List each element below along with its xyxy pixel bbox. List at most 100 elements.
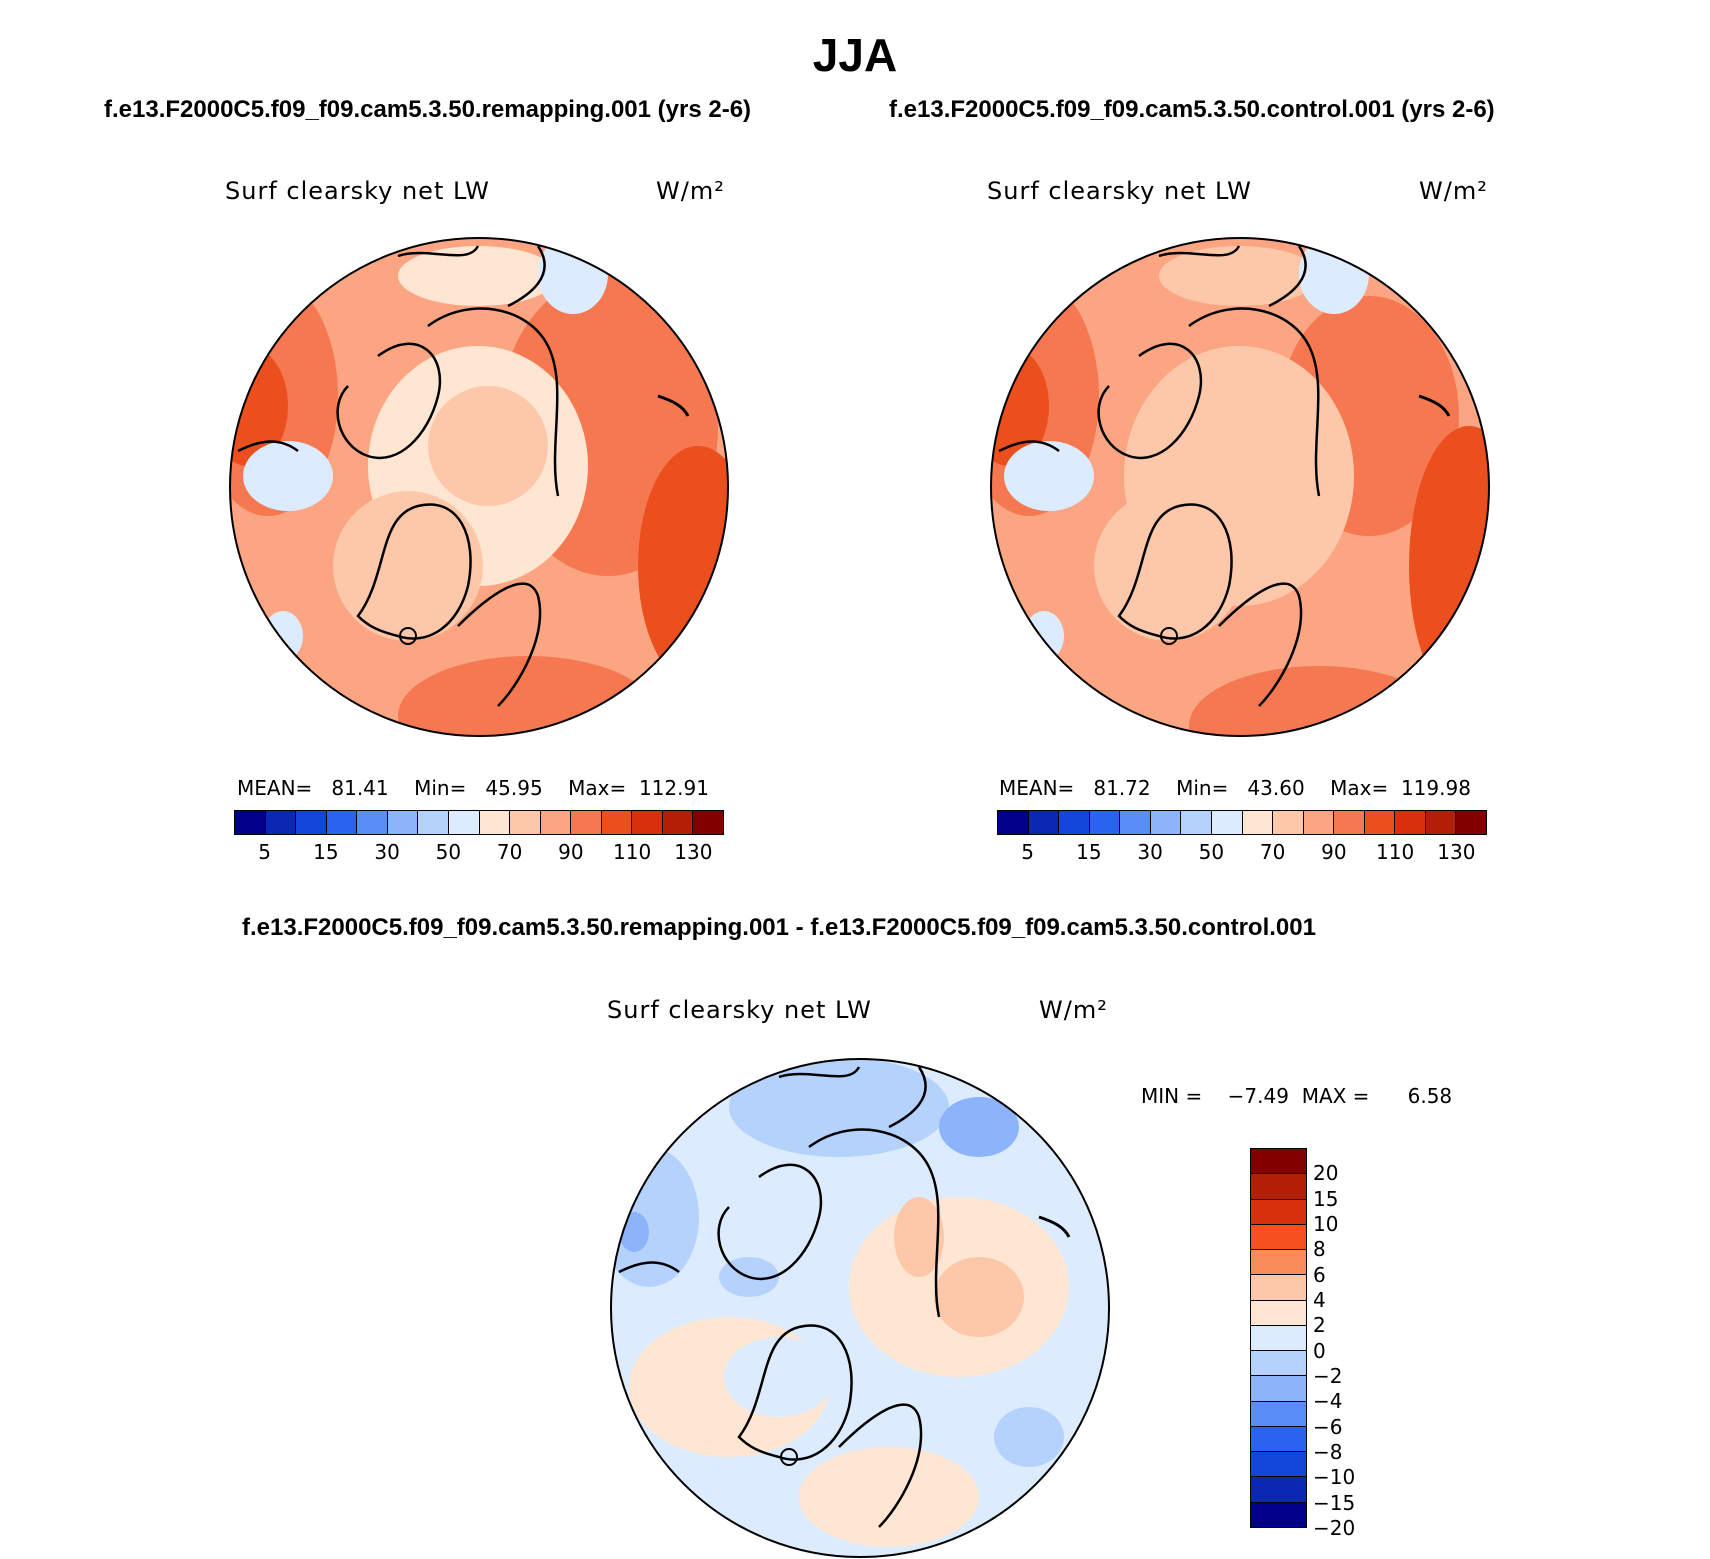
colorbar-tick-label: 90 xyxy=(1321,840,1347,864)
colorbar-tick-label: −15 xyxy=(1313,1490,1356,1515)
colorbar-tick-label: 15 xyxy=(1076,840,1102,864)
colorbar-swatch xyxy=(265,811,297,834)
right-min-label: Min= xyxy=(1176,776,1229,800)
colorbar-swatch xyxy=(1303,811,1335,834)
colorbar-tick-label: 30 xyxy=(1137,840,1163,864)
colorbar-swatch xyxy=(571,811,602,834)
left-min-label: Min= xyxy=(414,776,467,800)
diff-case-title: f.e13.F2000C5.f09_f09.cam5.3.50.remappin… xyxy=(242,914,1316,941)
colorbar-swatch xyxy=(1425,811,1457,834)
colorbar-swatch xyxy=(693,811,723,834)
season-title: JJA xyxy=(812,29,898,81)
left-max-value: 112.91 xyxy=(638,776,709,800)
diff-max-label: MAX = xyxy=(1301,1084,1370,1108)
colorbar-swatch xyxy=(1251,1502,1306,1527)
colorbar-swatch xyxy=(296,811,327,834)
colorbar-swatch xyxy=(1251,1351,1306,1377)
colorbar-tick-label: 130 xyxy=(1437,840,1476,864)
colorbar-tick-label: 4 xyxy=(1313,1288,1326,1312)
diff-min-value: −7.49 xyxy=(1227,1084,1289,1108)
colorbar-swatch xyxy=(1251,1250,1306,1276)
colorbar-swatch xyxy=(387,811,419,834)
right-colorbar xyxy=(997,810,1487,835)
colorbar-swatch xyxy=(326,811,358,834)
colorbar-tick-label: 50 xyxy=(435,840,462,864)
colorbar-tick-label: −4 xyxy=(1313,1389,1343,1414)
colorbar-tick-label: 10 xyxy=(1313,1212,1339,1236)
colorbar-swatch xyxy=(448,811,480,834)
colorbar-tick-label: 15 xyxy=(313,840,339,864)
colorbar-swatch xyxy=(1251,1477,1306,1503)
diff-max-value: 6.58 xyxy=(1407,1084,1453,1108)
colorbar-swatch xyxy=(1251,1376,1306,1402)
colorbar-swatch xyxy=(1089,811,1121,834)
colorbar-swatch xyxy=(1242,811,1274,834)
colorbar-swatch xyxy=(1251,1325,1306,1352)
colorbar-swatch xyxy=(632,811,663,834)
colorbar-swatch xyxy=(662,811,694,834)
diff-units-label: W/m² xyxy=(1039,996,1108,1024)
colorbar-tick-label: 6 xyxy=(1313,1262,1326,1287)
colorbar-swatch xyxy=(998,811,1029,834)
left-stats: MEAN= 81.41 Min= 45.95 Max= 112.91 xyxy=(237,776,709,800)
colorbar-tick-label: 5 xyxy=(258,840,271,864)
colorbar-tick-label: 110 xyxy=(613,840,652,864)
left-case-title: f.e13.F2000C5.f09_f09.cam5.3.50.remappin… xyxy=(104,96,752,123)
colorbar-tick-label: −8 xyxy=(1313,1440,1343,1464)
colorbar-tick-label: 50 xyxy=(1198,840,1225,864)
diff-stats: MIN = −7.49 MAX = 6.58 xyxy=(1141,1084,1452,1108)
colorbar-swatch xyxy=(1028,811,1060,834)
colorbar-tick-label: −20 xyxy=(1313,1516,1356,1540)
left-mean-label: MEAN= xyxy=(237,776,313,800)
colorbar-swatch xyxy=(418,811,449,834)
colorbar-swatch xyxy=(1334,811,1365,834)
colorbar-swatch xyxy=(1364,811,1396,834)
colorbar-tick-label: 20 xyxy=(1313,1161,1339,1186)
right-units-label: W/m² xyxy=(1419,177,1488,205)
colorbar-swatch xyxy=(479,811,511,834)
colorbar-tick-label: 130 xyxy=(674,840,713,864)
colorbar-swatch xyxy=(540,811,572,834)
right-max-label: Max= xyxy=(1330,776,1389,800)
left-variable-label: Surf clearsky net LW xyxy=(225,177,490,205)
colorbar-swatch xyxy=(1120,811,1151,834)
colorbar-swatch xyxy=(1059,811,1090,834)
right-mean-label: MEAN= xyxy=(999,776,1075,800)
colorbar-swatch xyxy=(1251,1401,1306,1427)
colorbar-tick-label: 2 xyxy=(1313,1313,1326,1338)
colorbar-tick-label: 0 xyxy=(1313,1338,1326,1363)
left-colorbar xyxy=(234,810,724,835)
left-max-label: Max= xyxy=(568,776,627,800)
colorbar-swatch xyxy=(1251,1426,1306,1453)
colorbar-swatch xyxy=(510,811,541,834)
colorbar-swatch xyxy=(1273,811,1304,834)
right-min-value: 43.60 xyxy=(1247,776,1305,800)
diff-colorbar xyxy=(1250,1148,1307,1528)
colorbar-swatch xyxy=(1251,1224,1306,1251)
colorbar-tick-label: 70 xyxy=(1259,840,1286,864)
right-polar-map xyxy=(990,237,1490,737)
left-polar-map xyxy=(229,237,729,737)
colorbar-tick-label: −6 xyxy=(1313,1414,1343,1439)
right-variable-label: Surf clearsky net LW xyxy=(987,177,1252,205)
right-stats: MEAN= 81.72 Min= 43.60 Max= 119.98 xyxy=(999,776,1471,800)
colorbar-tick-label: 15 xyxy=(1313,1186,1339,1211)
diff-variable-label: Surf clearsky net LW xyxy=(607,996,872,1024)
colorbar-swatch xyxy=(601,811,633,834)
colorbar-swatch xyxy=(357,811,388,834)
colorbar-swatch xyxy=(1251,1275,1306,1301)
left-units-label: W/m² xyxy=(656,177,725,205)
diff-min-label: MIN = xyxy=(1141,1084,1203,1108)
colorbar-swatch xyxy=(1251,1452,1306,1478)
colorbar-swatch xyxy=(1181,811,1212,834)
left-mean-value: 81.41 xyxy=(331,776,389,800)
colorbar-tick-label: 110 xyxy=(1376,840,1415,864)
right-mean-value: 81.72 xyxy=(1093,776,1151,800)
left-min-value: 45.95 xyxy=(485,776,543,800)
colorbar-swatch xyxy=(1251,1300,1306,1326)
right-max-value: 119.98 xyxy=(1400,776,1471,800)
colorbar-swatch xyxy=(1150,811,1182,834)
diff-polar-map xyxy=(610,1058,1110,1558)
colorbar-swatch xyxy=(235,811,266,834)
colorbar-tick-label: −10 xyxy=(1313,1465,1356,1490)
